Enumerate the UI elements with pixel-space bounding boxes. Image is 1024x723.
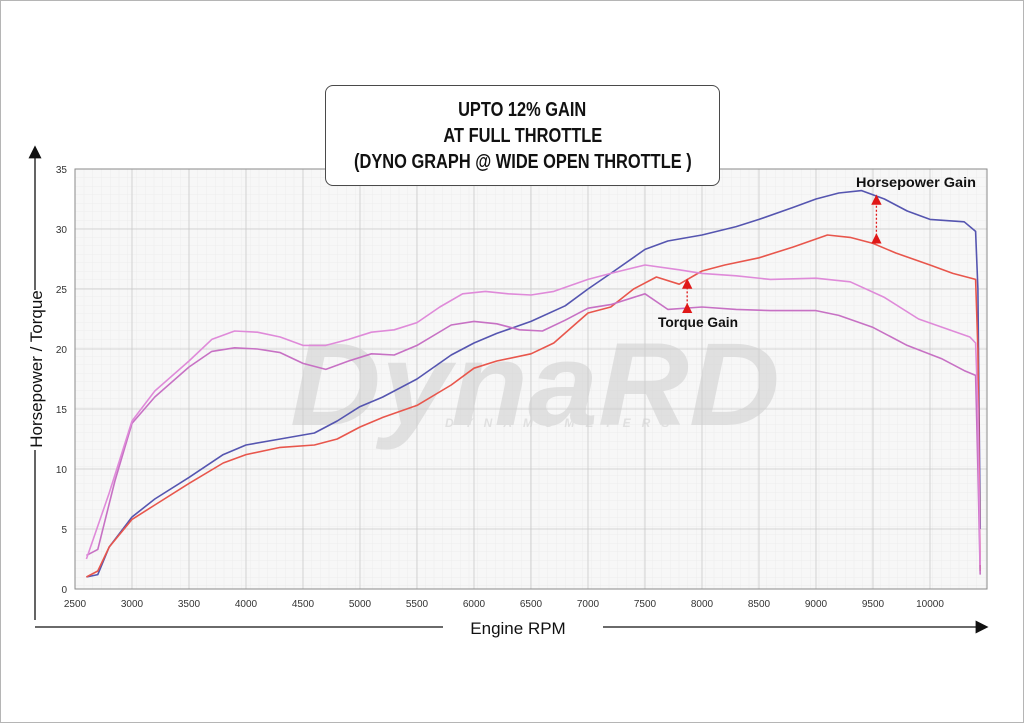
x-tick-label: 6000: [463, 599, 486, 610]
series-line-4: [85, 264, 981, 566]
torque-gain-label: Torque Gain: [658, 314, 738, 330]
y-label-backdrop: [22, 290, 48, 450]
x-tick-label: 2500: [64, 599, 87, 610]
x-tick-label: 6500: [520, 599, 543, 610]
watermark-brand: DynaRD: [290, 319, 780, 451]
x-tick-label: 8500: [748, 599, 771, 610]
data-series: [85, 189, 981, 578]
gain-markers: [681, 194, 882, 314]
x-tick-label: 10000: [916, 599, 944, 610]
y-axis-title: Horsepower / Torque: [27, 290, 46, 448]
watermark-sub: DYNAMOMETERS: [445, 416, 680, 430]
y-tick-label: 20: [56, 345, 68, 356]
x-tick-label: 9500: [862, 599, 885, 610]
y-tick-label: 25: [56, 285, 68, 296]
y-tick-label: 10: [56, 465, 68, 476]
series-line-3: [86, 293, 981, 575]
x-tick-label: 9000: [805, 599, 828, 610]
y-tick-label: 15: [56, 405, 68, 416]
x-axis-title: Engine RPM: [470, 619, 565, 638]
axis-ticks: 2500 3000 3500 4000 4500 5000 5500 6000 6500 7000…: [56, 165, 944, 610]
y-tick-label: 5: [61, 525, 67, 536]
x-tick-label: 7000: [577, 599, 600, 610]
hp-gain-label: Horsepower Gain: [856, 174, 976, 190]
x-tick-label: 4500: [292, 599, 315, 610]
title-box: UPTO 12% GAIN AT FULL THROTTLE (DYNO GRA…: [325, 85, 720, 186]
x-tick-label: 5500: [406, 599, 429, 610]
y-tick-label: 35: [56, 165, 68, 176]
watermark: DynaRD DYNAMOMETERS: [290, 319, 780, 451]
y-tick-label: 30: [56, 225, 68, 236]
title-line-1: UPTO 12% GAIN: [458, 98, 587, 121]
title-line-3: (DYNO GRAPH @ WIDE OPEN THROTTLE ): [353, 150, 692, 173]
series-line-1: [86, 189, 981, 578]
x-tick-label: 4000: [235, 599, 258, 610]
title-line-2: AT FULL THROTTLE: [443, 124, 602, 147]
y-tick-label: 0: [61, 585, 67, 596]
x-tick-label: 3000: [121, 599, 144, 610]
x-tick-label: 5000: [349, 599, 372, 610]
x-tick-label: 8000: [691, 599, 714, 610]
x-tick-label: 7500: [634, 599, 657, 610]
x-tick-label: 3500: [178, 599, 201, 610]
